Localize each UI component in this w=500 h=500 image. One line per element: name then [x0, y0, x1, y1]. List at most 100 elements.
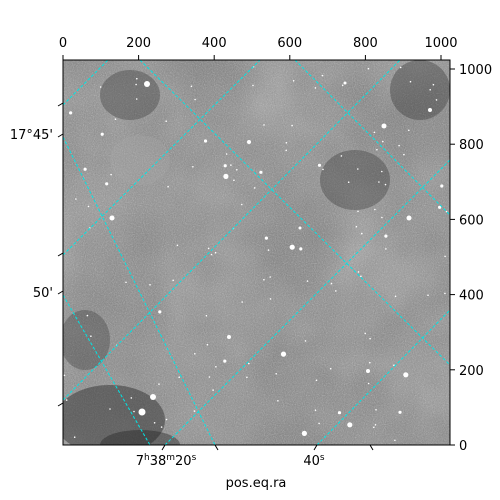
star	[366, 369, 370, 373]
star	[314, 409, 317, 412]
right-pixel-axis: 0 200 400 600 800 1000	[450, 63, 492, 454]
dec-tick-label: 50'	[33, 286, 53, 301]
star	[230, 164, 232, 166]
star	[87, 205, 90, 208]
star	[275, 373, 278, 375]
star	[109, 215, 115, 221]
star	[236, 169, 238, 171]
sky-image	[63, 60, 450, 445]
star	[291, 124, 293, 127]
svg-text:1000: 1000	[424, 36, 457, 51]
star	[318, 422, 320, 425]
star	[208, 376, 211, 378]
star	[428, 108, 432, 112]
star	[135, 83, 137, 86]
star	[429, 89, 432, 91]
star	[357, 168, 359, 170]
star	[304, 340, 307, 342]
star	[381, 123, 387, 129]
star	[252, 84, 254, 87]
star	[301, 430, 307, 436]
star	[385, 248, 387, 250]
star	[207, 247, 210, 250]
svg-text:400: 400	[459, 289, 484, 304]
top-tick: 800	[353, 36, 378, 60]
star	[321, 74, 324, 77]
star	[167, 185, 169, 188]
star	[225, 153, 228, 155]
star	[335, 290, 337, 292]
top-tick: 400	[202, 36, 227, 60]
grid-line	[63, 60, 261, 256]
star-field	[63, 66, 448, 442]
star	[110, 173, 112, 176]
star	[90, 335, 92, 338]
top-tick: 0	[59, 36, 67, 60]
coordinate-grid	[63, 60, 450, 445]
star	[212, 389, 214, 391]
star	[248, 362, 250, 365]
star	[444, 255, 446, 258]
star	[374, 424, 377, 426]
star	[130, 397, 133, 399]
star	[210, 253, 213, 256]
star	[375, 409, 377, 411]
star	[99, 86, 102, 88]
star	[285, 142, 288, 144]
top-tick: 200	[126, 36, 151, 60]
ra-tick-label: 40s	[303, 453, 325, 469]
svg-text:600: 600	[459, 213, 484, 228]
star	[263, 124, 265, 126]
dec-tick-label: 17°45'	[10, 128, 53, 143]
star	[150, 394, 156, 400]
star	[398, 410, 402, 414]
star	[227, 335, 231, 339]
star	[408, 129, 410, 132]
svg-text:200: 200	[459, 364, 484, 379]
star	[315, 379, 318, 382]
star	[298, 226, 302, 230]
star	[259, 170, 263, 174]
grid-line	[63, 60, 109, 106]
right-tick: 600	[450, 213, 484, 228]
star	[158, 383, 160, 385]
grid-line	[164, 159, 450, 445]
star	[340, 155, 343, 157]
svg-text:1000: 1000	[459, 63, 492, 78]
star	[75, 198, 77, 200]
star	[138, 408, 146, 416]
star	[329, 367, 332, 370]
star	[194, 98, 196, 101]
star	[373, 426, 375, 429]
svg-text:0: 0	[59, 36, 67, 51]
grid-line	[316, 309, 450, 445]
star	[378, 181, 380, 183]
star	[337, 411, 342, 415]
star	[253, 187, 256, 189]
star	[384, 234, 388, 238]
star	[384, 183, 387, 186]
star	[193, 410, 196, 412]
grid-line	[63, 294, 151, 445]
star	[149, 284, 151, 286]
star	[277, 400, 279, 402]
star	[373, 131, 376, 134]
star	[444, 292, 446, 295]
star	[399, 66, 402, 69]
right-tick: 1000	[450, 63, 492, 78]
star	[125, 281, 127, 284]
star	[241, 301, 243, 303]
star	[233, 179, 235, 182]
star	[206, 343, 209, 346]
star	[214, 251, 217, 254]
star	[343, 81, 347, 85]
star	[292, 80, 295, 82]
star	[440, 184, 444, 188]
star	[314, 87, 317, 89]
right-tick: 200	[450, 364, 484, 379]
star	[172, 279, 174, 282]
star	[176, 244, 179, 247]
svg-text:800: 800	[353, 36, 378, 51]
star	[263, 278, 265, 281]
star	[382, 140, 384, 143]
